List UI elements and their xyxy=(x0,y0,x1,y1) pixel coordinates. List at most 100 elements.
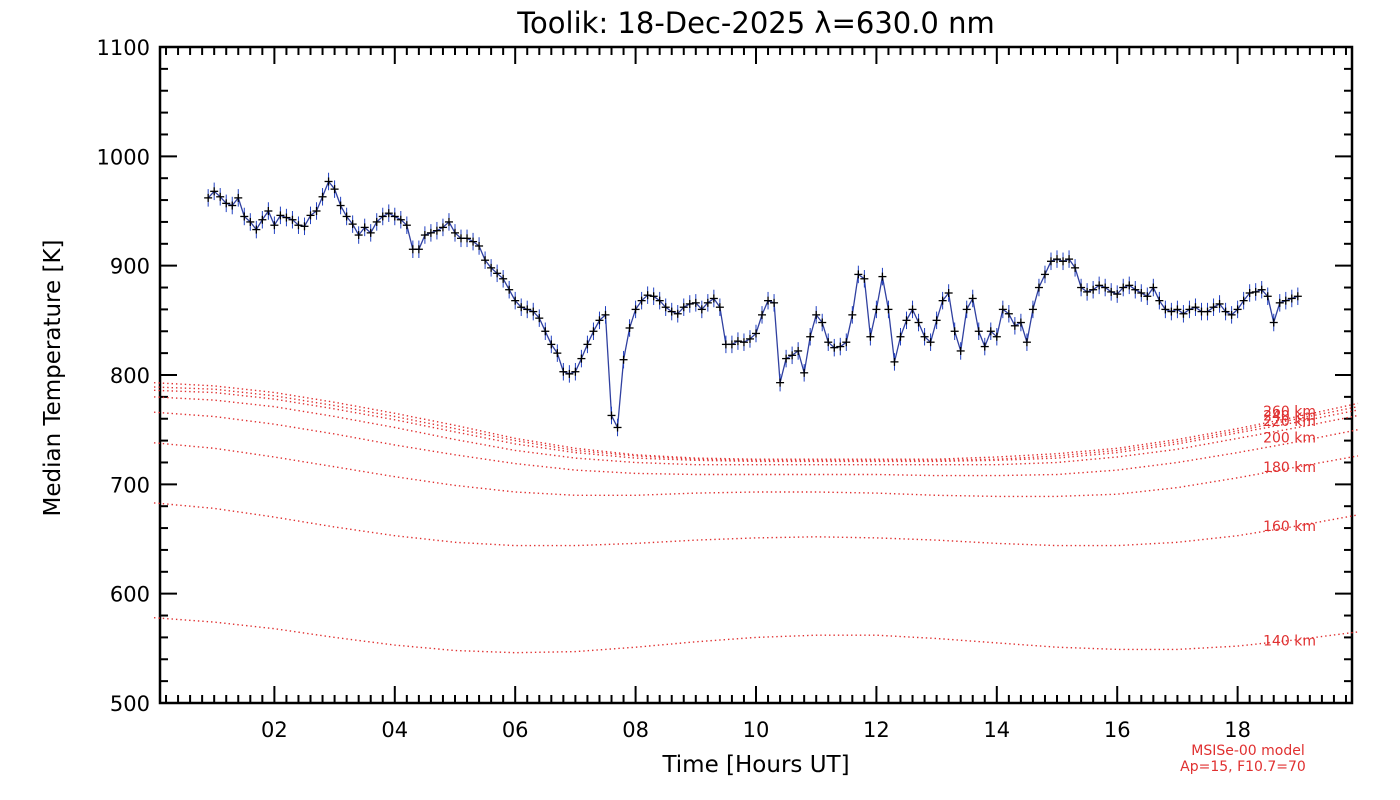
data-point xyxy=(1089,285,1098,294)
data-point xyxy=(1101,283,1110,292)
data-point xyxy=(727,340,736,349)
data-point xyxy=(950,327,959,336)
data-point xyxy=(336,201,345,210)
data-point xyxy=(414,245,423,254)
measured-series xyxy=(204,172,1302,437)
data-point xyxy=(1251,287,1260,296)
data-point xyxy=(475,241,484,250)
data-point xyxy=(986,327,995,336)
model-curve xyxy=(153,442,1359,498)
data-point xyxy=(1209,303,1218,312)
x-axis-label: Time [Hours UT] xyxy=(661,752,849,778)
data-point xyxy=(1263,292,1272,301)
data-point xyxy=(1239,296,1248,305)
y-tick-label: 600 xyxy=(110,583,150,607)
model-curve xyxy=(153,389,1359,463)
model-curve xyxy=(153,396,1359,466)
data-point xyxy=(426,228,435,237)
data-point xyxy=(1071,263,1080,272)
data-point xyxy=(1203,307,1212,316)
data-point xyxy=(204,193,213,202)
data-point xyxy=(264,207,273,215)
data-point xyxy=(553,349,562,358)
plot-border xyxy=(158,45,1354,705)
data-point xyxy=(1185,305,1194,314)
data-point xyxy=(643,291,652,300)
data-point xyxy=(836,342,845,351)
data-point xyxy=(776,378,785,387)
data-point xyxy=(1022,338,1031,347)
data-point xyxy=(685,299,694,308)
data-point xyxy=(956,346,965,355)
data-point xyxy=(824,338,833,347)
data-point xyxy=(535,314,544,323)
data-point xyxy=(444,217,453,226)
data-point xyxy=(980,342,989,351)
model-curve-label: 140 km xyxy=(1263,634,1316,650)
data-point xyxy=(1010,321,1019,330)
data-point xyxy=(565,369,574,378)
data-point xyxy=(878,272,887,281)
model-curve xyxy=(153,502,1359,547)
data-point xyxy=(860,274,869,283)
data-point xyxy=(764,296,773,305)
data-point xyxy=(794,346,803,355)
data-point xyxy=(691,298,700,307)
x-tick-label: 10 xyxy=(743,718,770,742)
data-point xyxy=(318,192,327,201)
data-point xyxy=(402,221,411,230)
y-tick-label: 900 xyxy=(110,255,150,279)
data-point xyxy=(1293,292,1302,301)
data-point xyxy=(547,340,556,349)
data-point xyxy=(1059,257,1068,266)
data-point xyxy=(270,221,279,230)
data-point xyxy=(1065,255,1074,264)
data-point xyxy=(1004,309,1013,318)
data-point xyxy=(848,310,857,319)
y-axis: 500 600 700 800 900 1000 1100 xyxy=(97,36,1352,716)
x-tick-label: 14 xyxy=(983,718,1010,742)
data-point xyxy=(1287,294,1296,303)
data-point xyxy=(487,263,496,272)
data-point xyxy=(1137,289,1146,297)
data-point xyxy=(378,212,387,221)
data-point xyxy=(739,338,748,347)
data-point xyxy=(800,368,809,377)
data-point xyxy=(679,303,688,312)
data-point xyxy=(228,201,237,210)
data-point xyxy=(1107,287,1116,296)
data-point xyxy=(992,332,1001,341)
data-point xyxy=(667,307,676,316)
data-point xyxy=(908,305,917,314)
data-point xyxy=(1149,283,1158,292)
data-point xyxy=(812,310,821,319)
y-tick-label: 800 xyxy=(110,364,150,388)
data-point xyxy=(655,296,664,305)
data-point xyxy=(300,222,309,231)
data-point xyxy=(842,338,851,347)
data-point xyxy=(709,294,718,303)
data-point xyxy=(1245,289,1254,297)
data-point xyxy=(505,285,514,294)
data-point xyxy=(493,269,502,278)
data-point xyxy=(1083,287,1092,296)
data-point xyxy=(396,215,405,224)
data-point xyxy=(589,327,598,336)
data-point xyxy=(1161,305,1170,314)
data-point xyxy=(420,231,429,240)
x-tick-label: 02 xyxy=(261,718,288,742)
data-point xyxy=(210,187,219,196)
data-point xyxy=(733,337,742,346)
data-point xyxy=(770,298,779,307)
data-point xyxy=(625,323,634,332)
data-point xyxy=(559,367,568,376)
data-point xyxy=(601,310,610,319)
data-point xyxy=(1155,296,1164,305)
data-point xyxy=(577,354,586,363)
model-curve-label: 200 km xyxy=(1263,430,1316,446)
data-point xyxy=(962,305,971,314)
data-point xyxy=(920,332,929,341)
data-point xyxy=(360,223,369,232)
data-point xyxy=(673,309,682,318)
x-tick-label: 16 xyxy=(1104,718,1131,742)
